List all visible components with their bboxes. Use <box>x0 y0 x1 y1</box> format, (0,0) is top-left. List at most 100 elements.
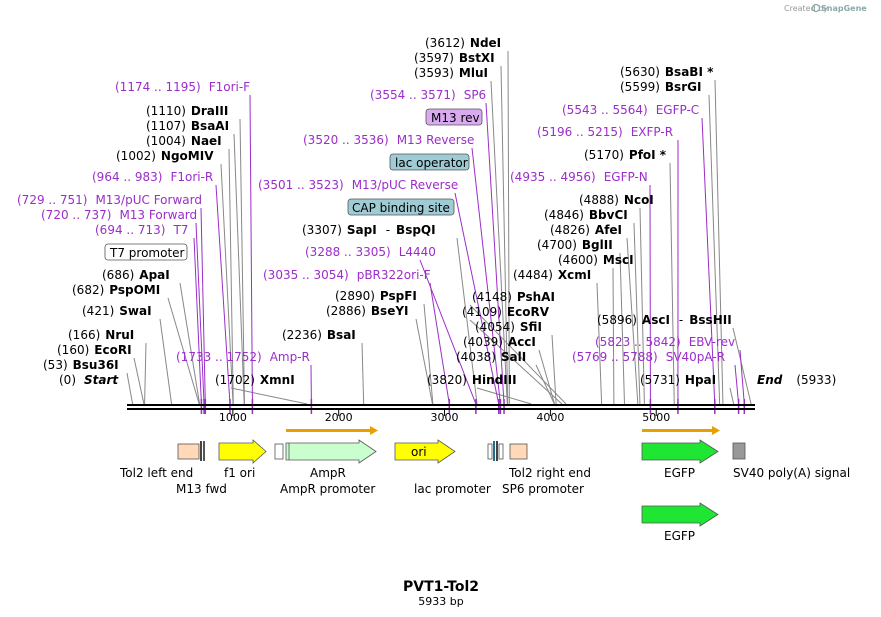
site-bseyi[interactable]: (2886) BseYI <box>326 304 409 318</box>
primer-exfp-r[interactable]: (5196 .. 5215) EXFP-R <box>537 125 673 139</box>
site-hpai[interactable]: (5731) HpaI <box>640 373 716 387</box>
site-bsabi[interactable]: (5630) BsaBI * <box>620 65 714 79</box>
feature-egfp[interactable] <box>641 439 719 464</box>
primer-f1ori-f[interactable]: (1174 .. 1195) F1ori-F <box>115 80 250 94</box>
site-line-bsabi <box>714 79 724 405</box>
site-line-bseyi <box>415 318 433 405</box>
primer-line-sv40pa-r <box>734 364 740 405</box>
primer-amp-r[interactable]: (1733 .. 1752) Amp-R <box>176 350 310 364</box>
primer-labels: (1174 .. 1195) F1ori-F (964 .. 983) F1ori-… <box>17 80 735 364</box>
primer-line-l4440 <box>419 259 477 405</box>
primer-t7[interactable]: (694 .. 713) T7 <box>95 223 188 237</box>
site-apai[interactable]: (686) ApaI <box>102 268 170 282</box>
primer-line-m13-rev-primer <box>471 147 501 405</box>
feature-egfp-2[interactable] <box>641 502 719 527</box>
feature-sv40-polya[interactable] <box>732 442 746 460</box>
site-sapi[interactable]: (3307) SapI - BspQI <box>302 223 436 237</box>
site-line-xmni <box>230 387 308 405</box>
primer-line-egfp-c <box>701 117 716 405</box>
site-bbvci[interactable]: (4846) BbvCI <box>544 208 628 222</box>
primer-m13-forward[interactable]: (720 .. 737) M13 Forward <box>41 208 197 222</box>
site-asci[interactable]: (5896) AscI - BssHII <box>597 313 732 327</box>
site-pshai[interactable]: (4148) PshAI <box>472 290 555 304</box>
site-start[interactable]: (0) Start <box>59 373 119 387</box>
ruler-tick-label: 5000 <box>642 411 670 424</box>
site-pspfi[interactable]: (2890) PspFI <box>335 289 417 303</box>
primer-egfp-n[interactable]: (4935 .. 4956) EGFP-N <box>510 170 648 184</box>
site-swai[interactable]: (421) SwaI <box>82 304 152 318</box>
site-afei[interactable]: (4826) AfeI <box>550 223 622 237</box>
site-line-hpai <box>729 387 735 405</box>
site-ndei[interactable]: (3612) NdeI <box>425 36 501 50</box>
primer-ebv-rev[interactable]: (5823 .. 5842) EBV-rev <box>595 335 735 349</box>
site-bsu36i[interactable]: (53) Bsu36I <box>43 358 119 372</box>
site-sfii[interactable]: (4054) SfiI <box>475 320 542 334</box>
site-ngomiv[interactable]: (1002) NgoMIV <box>116 149 214 163</box>
site-acci[interactable]: (4039) AccI <box>463 335 536 349</box>
primer-m13-reverse[interactable]: (3520 .. 3536) M13 Reverse <box>303 133 474 147</box>
box-t7-promoter[interactable]: T7 promoter <box>104 243 188 261</box>
primer-line-f1ori-r <box>215 184 231 405</box>
feature-t7-marker <box>203 441 205 461</box>
site-bsaai[interactable]: (1107) BsaAI <box>146 119 229 133</box>
site-ecorv[interactable]: (4109) EcoRV <box>462 305 550 319</box>
site-draiii[interactable]: (1110) DraIII <box>146 104 228 118</box>
feature-label-ampr-promoter: AmpR promoter <box>280 482 375 496</box>
site-msci[interactable]: (4600) MscI <box>558 253 634 267</box>
site-line-pspfi <box>423 303 434 405</box>
site-sali[interactable]: (4038) SalI <box>456 350 526 364</box>
site-bstxi[interactable]: (3597) BstXI <box>414 51 495 65</box>
primer-m13puc-reverse[interactable]: (3501 .. 3523) M13/pUC Reverse <box>258 178 458 192</box>
feature-f1-ori[interactable] <box>218 439 267 464</box>
feature-ampr[interactable] <box>285 439 377 464</box>
feature-label-tol2-left-end: Tol2 left end <box>119 466 193 480</box>
site-psppomi[interactable]: (682) PspOMI <box>72 283 160 297</box>
site-naei[interactable]: (1004) NaeI <box>146 134 222 148</box>
site-hindiii[interactable]: (3820) HindIII <box>427 373 517 387</box>
site-bsrgi[interactable]: (5599) BsrGI <box>620 80 701 94</box>
feature-ori[interactable] <box>394 439 456 464</box>
site-line-afei <box>626 237 639 405</box>
site-xmni[interactable]: (1702) XmnI <box>215 373 295 387</box>
primer-line-f1ori-f <box>249 94 253 405</box>
ruler-tick-label: 2000 <box>325 411 353 424</box>
primer-sp6[interactable]: (3554 .. 3571) SP6 <box>370 88 486 102</box>
feature-lac-promoter[interactable] <box>487 443 493 460</box>
primer-egfp-c[interactable]: (5543 .. 5564) EGFP-C <box>562 103 699 117</box>
feature-ampr-promoter[interactable] <box>274 443 284 460</box>
site-line-pfoi <box>669 162 675 405</box>
primer-sv40pa-r[interactable]: (5769 .. 5788) SV40pA-R <box>572 350 725 364</box>
plasmid-title: PVT1-Tol2 <box>403 579 479 595</box>
site-line-hindiii <box>476 387 532 405</box>
site-mlui[interactable]: (3593) MluI <box>414 66 488 80</box>
box-m13-rev-label: M13 rev <box>431 111 480 125</box>
primer-l4440[interactable]: (3288 .. 3305) L4440 <box>305 245 436 259</box>
primer-m13puc-forward[interactable]: (729 .. 751) M13/pUC Forward <box>17 193 202 207</box>
feature-sp6-promoter[interactable] <box>498 443 504 460</box>
site-line-ngomiv <box>220 163 234 405</box>
site-nrui[interactable]: (166) NruI <box>68 328 134 342</box>
box-m13-rev[interactable]: M13 rev <box>425 108 483 126</box>
site-xcmi[interactable]: (4484) XcmI <box>513 268 591 282</box>
site-pfoi[interactable]: (5170) PfoI * <box>584 148 667 162</box>
primer-f1ori-r[interactable]: (964 .. 983) F1ori-R <box>92 170 213 184</box>
feature-tol2-right-end[interactable] <box>509 443 528 460</box>
site-line-pshai <box>469 304 567 405</box>
feature-m13-fwd-marker[interactable] <box>200 441 202 461</box>
site-line-mlui <box>490 80 508 405</box>
site-bsai[interactable]: (2236) BsaI <box>282 328 356 342</box>
feature-label-sp6-promoter: SP6 promoter <box>502 482 584 496</box>
site-line-sapi <box>456 237 478 405</box>
site-ecori[interactable]: (160) EcoRI <box>57 343 132 357</box>
site-line-asci <box>732 327 752 405</box>
ampr-orf-arrow <box>286 426 378 435</box>
site-ncoi[interactable]: (4888) NcoI <box>579 193 654 207</box>
box-lac-operator[interactable]: lac operator <box>389 153 470 171</box>
primer-pbr322ori-f[interactable]: (3035 .. 3054) pBR322ori-F <box>263 268 431 282</box>
site-end[interactable]: End (5933) <box>757 373 836 387</box>
site-line-ecori <box>133 357 145 405</box>
site-bglii[interactable]: (4700) BglII <box>537 238 613 252</box>
site-line-naei <box>228 148 234 405</box>
box-cap-binding-site[interactable]: CAP binding site <box>347 198 455 216</box>
feature-tol2-left-end[interactable] <box>177 443 200 460</box>
